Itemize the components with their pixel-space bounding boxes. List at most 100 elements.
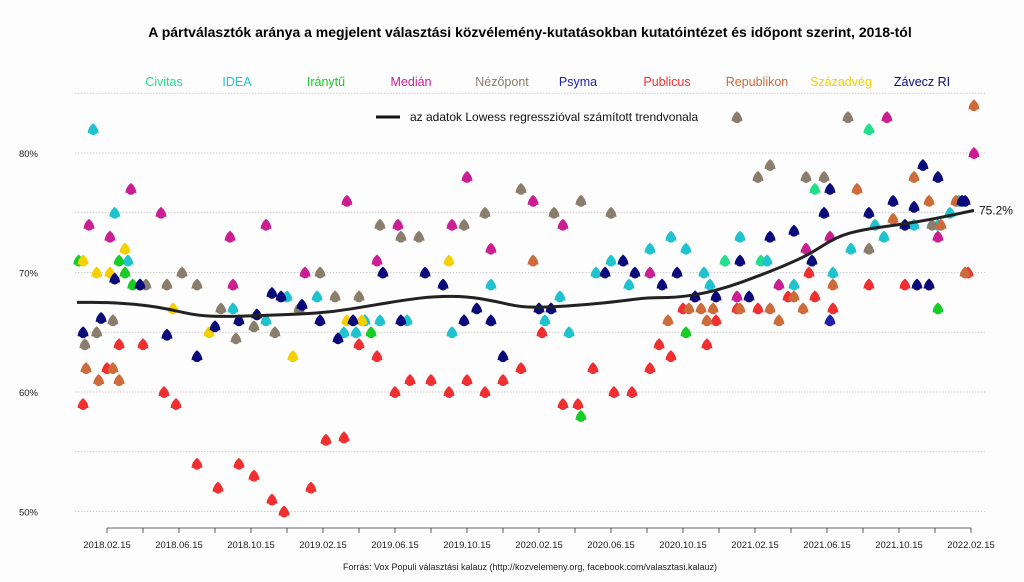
data-point-body xyxy=(459,221,469,231)
x-tick-label: 2020.10.15 xyxy=(659,540,707,551)
data-point-body xyxy=(486,245,496,255)
data-point-body xyxy=(94,377,104,387)
series-ir-nyt- xyxy=(73,254,944,422)
data-point-body xyxy=(114,257,124,267)
data-point-body xyxy=(810,185,820,195)
series-n-z-pont xyxy=(79,111,938,351)
data-point-body xyxy=(228,305,238,315)
data-point-body xyxy=(765,305,775,315)
data-point-body xyxy=(888,197,898,207)
data-point-body xyxy=(78,257,88,267)
data-point-body xyxy=(234,460,244,470)
data-point-body xyxy=(330,293,340,303)
data-point-body xyxy=(426,377,436,387)
data-point-body xyxy=(528,257,538,267)
y-tick-label: 70% xyxy=(19,269,39,280)
data-point-body xyxy=(354,341,364,351)
data-point-body xyxy=(261,317,271,327)
data-point-body xyxy=(315,317,325,327)
data-point-body xyxy=(924,197,934,207)
data-point-body xyxy=(600,269,610,279)
data-point-body xyxy=(789,281,799,291)
data-point-body xyxy=(909,173,919,183)
x-tick-label: 2019.06.15 xyxy=(371,540,419,551)
data-point-body xyxy=(108,317,118,327)
data-point-body xyxy=(540,317,550,327)
data-point-body xyxy=(231,335,241,345)
data-point-body xyxy=(828,281,838,291)
x-tick-label: 2018.06.15 xyxy=(155,540,203,551)
data-point-body xyxy=(909,203,919,213)
data-point-body xyxy=(765,161,775,171)
data-point-body xyxy=(444,257,454,267)
trend-end-label: 75.2% xyxy=(979,203,1013,217)
data-point-body xyxy=(711,317,721,327)
data-point-body xyxy=(744,293,754,303)
data-point-body xyxy=(882,114,892,124)
data-point-body xyxy=(702,341,712,351)
x-tick-label: 2021.10.15 xyxy=(875,540,923,551)
y-axis: 50% 60% 70% 80% xyxy=(19,149,39,519)
data-point-body xyxy=(486,281,496,291)
data-point-body xyxy=(92,269,102,279)
data-point-body xyxy=(666,353,676,363)
data-point-body xyxy=(372,257,382,267)
data-point-body xyxy=(645,269,655,279)
gridlines xyxy=(75,92,985,512)
data-point-body xyxy=(606,209,616,219)
data-point-body xyxy=(798,305,808,315)
y-tick-label: 60% xyxy=(19,388,39,399)
data-point-body xyxy=(960,197,970,207)
data-point-body xyxy=(339,329,349,339)
data-point-body xyxy=(801,245,811,255)
data-point-body xyxy=(225,233,235,243)
data-point-body xyxy=(348,317,358,327)
legend-item-psyma: Psyma xyxy=(559,75,597,89)
data-point-body xyxy=(810,293,820,303)
data-point-body xyxy=(843,114,853,124)
data-point-body xyxy=(879,233,889,243)
data-point-body xyxy=(162,281,172,291)
data-point-body xyxy=(249,472,259,482)
data-point-body xyxy=(462,377,472,387)
data-point-body xyxy=(969,102,979,112)
data-point-body xyxy=(618,257,628,267)
data-point-body xyxy=(357,317,367,327)
data-point-body xyxy=(828,269,838,279)
data-point-body xyxy=(888,215,898,225)
data-point-body xyxy=(819,209,829,219)
data-point-body xyxy=(192,353,202,363)
data-point-body xyxy=(405,377,415,387)
data-point-body xyxy=(261,221,271,231)
legend-item-publicus: Publicus xyxy=(643,75,690,89)
data-point-body xyxy=(420,269,430,279)
data-point-body xyxy=(591,269,601,279)
data-point-body xyxy=(126,185,136,195)
data-point-body xyxy=(110,209,120,219)
data-point-body xyxy=(110,275,120,285)
data-point-body xyxy=(774,317,784,327)
data-point-body xyxy=(462,173,472,183)
data-point-body xyxy=(312,293,322,303)
data-point-body xyxy=(684,305,694,315)
data-point-body xyxy=(576,197,586,207)
data-point-body xyxy=(933,233,943,243)
data-point-body xyxy=(78,400,88,410)
data-point-body xyxy=(366,329,376,339)
data-point-body xyxy=(864,209,874,219)
x-tick-label: 2021.02.15 xyxy=(731,540,779,551)
data-point-body xyxy=(192,281,202,291)
data-point-body xyxy=(864,126,874,136)
data-point-body xyxy=(672,269,682,279)
data-point-body xyxy=(645,365,655,375)
data-point-body xyxy=(918,161,928,171)
legend-item-ir-nyt-: Iránytű xyxy=(307,75,345,89)
data-point-body xyxy=(960,269,970,279)
data-point-body xyxy=(708,305,718,315)
data-point-body xyxy=(105,233,115,243)
x-tick-label: 2019.02.15 xyxy=(299,540,347,551)
data-point-body xyxy=(297,301,307,311)
trend-legend: az adatok Lowess regresszióval számított… xyxy=(376,110,698,124)
data-point-body xyxy=(459,317,469,327)
data-point-body xyxy=(753,173,763,183)
